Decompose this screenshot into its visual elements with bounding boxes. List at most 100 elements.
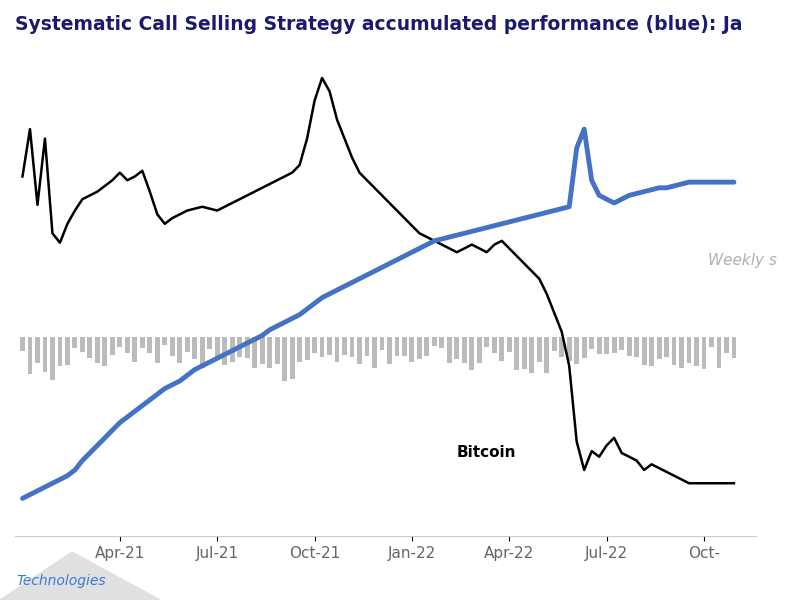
Bar [425,337,430,356]
Bar [282,337,287,382]
Bar [499,337,504,361]
Bar [342,337,347,355]
Bar [544,337,549,373]
Bar [334,337,339,362]
Bar [417,337,422,359]
Bar [649,337,654,365]
Bar [110,337,114,355]
Bar [477,337,482,363]
Text: Bitcoin: Bitcoin [457,445,517,460]
Bar [507,337,512,352]
Bar [439,337,444,348]
Bar [642,337,646,365]
Bar [402,337,407,356]
Bar [87,337,92,358]
Bar [372,337,377,368]
Bar [20,337,25,351]
Bar [297,337,302,362]
Bar [125,337,130,353]
Bar [95,337,100,363]
Bar [657,337,662,359]
Bar [454,337,459,359]
Bar [432,337,437,346]
Bar [267,337,272,368]
Bar [686,337,691,362]
Bar [274,337,279,364]
Bar [73,337,78,347]
Bar [694,337,699,366]
Bar [200,337,205,368]
Bar [245,337,250,358]
Bar [552,337,557,352]
Bar [365,337,370,356]
Bar [612,337,617,353]
Bar [566,337,572,361]
Bar [102,337,107,366]
Bar [619,337,624,350]
Bar [118,337,122,347]
Bar [65,337,70,365]
Bar [597,337,602,355]
Bar [470,337,474,370]
Bar [679,337,684,368]
Bar [80,337,85,352]
Bar [192,337,197,359]
Bar [230,337,234,362]
Bar [492,337,497,353]
Bar [590,337,594,349]
Text: Weekly s: Weekly s [708,253,777,268]
Bar [260,337,265,364]
Bar [27,337,33,374]
Bar [238,337,242,358]
Bar [252,337,257,368]
Bar [379,337,385,350]
Bar [604,337,609,354]
Bar [162,337,167,344]
Bar [626,337,631,356]
Bar [140,337,145,349]
Bar [320,337,325,357]
Bar [702,337,706,369]
Bar [185,337,190,352]
Bar [305,337,310,360]
Bar [394,337,399,356]
Bar [672,337,677,365]
Bar [357,337,362,364]
Bar [537,337,542,362]
Bar [514,337,519,370]
Bar [717,337,722,368]
Bar [574,337,579,364]
Bar [312,337,317,353]
Bar [731,337,736,358]
Bar [582,337,586,358]
Bar [35,337,40,362]
Bar [155,337,160,363]
Text: Systematic Call Selling Strategy accumulated performance (blue): Ja: Systematic Call Selling Strategy accumul… [15,15,742,34]
Bar [42,337,47,372]
Bar [462,337,466,363]
Bar [724,337,729,353]
Bar [132,337,138,362]
Bar [207,337,212,349]
Bar [410,337,414,362]
Bar [709,337,714,347]
Bar [290,337,294,379]
Bar [350,337,354,357]
Bar [559,337,564,356]
Bar [222,337,227,365]
Bar [58,337,62,366]
Bar [327,337,332,355]
Bar [664,337,669,357]
Bar [214,337,220,359]
Bar [634,337,639,357]
Bar [522,337,526,370]
Bar [484,337,490,347]
Text: Technologies: Technologies [16,574,106,588]
Bar [447,337,452,364]
Bar [147,337,152,353]
Bar [50,337,55,380]
Bar [387,337,392,364]
Bar [170,337,174,356]
Bar [530,337,534,373]
Bar [178,337,182,363]
